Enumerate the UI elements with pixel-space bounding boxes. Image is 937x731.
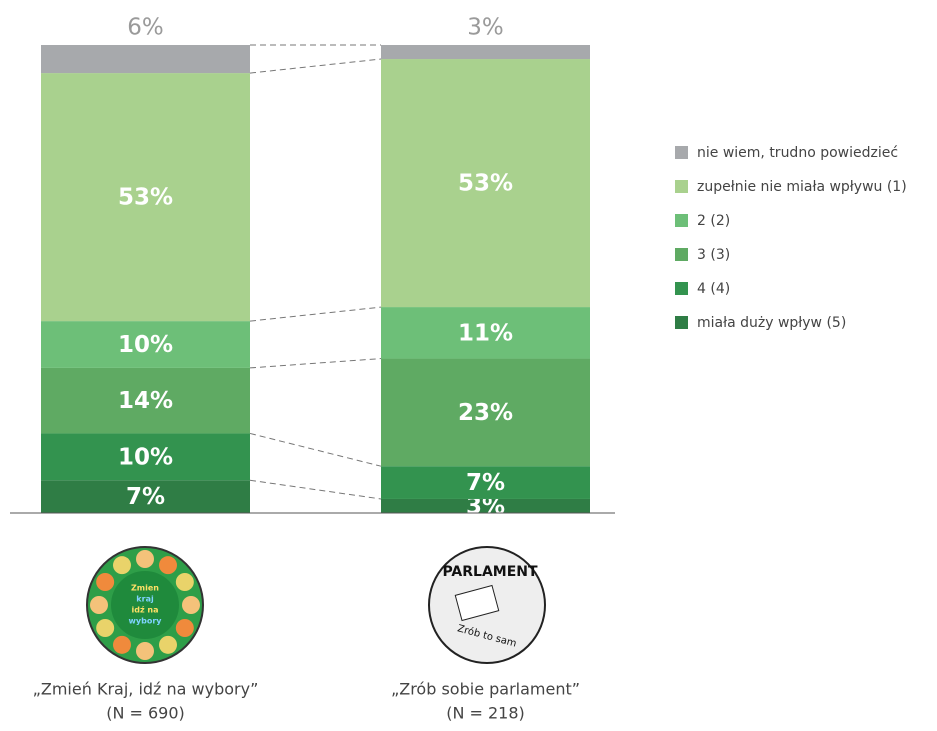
logo-text: PARLAMENT [442, 564, 538, 580]
logo-face [90, 596, 108, 614]
legend-label: miała duży wpływ (5) [697, 315, 846, 331]
category-label: „Zmień Kraj, idź na wybory” [33, 680, 259, 699]
value-label: 7% [466, 470, 505, 496]
legend-swatch [675, 248, 688, 261]
logo-text: wybory [129, 617, 163, 626]
logo-face [136, 550, 154, 568]
logo-face [96, 573, 114, 591]
bar-segment [381, 45, 590, 59]
logo-text: idź na [131, 606, 158, 615]
value-label: 6% [127, 15, 164, 41]
logo-text: kraj [136, 595, 154, 604]
connector [250, 59, 381, 73]
logo-face [182, 596, 200, 614]
legend-label: 4 (4) [697, 281, 730, 297]
value-label: 7% [126, 484, 165, 510]
legend-swatch [675, 214, 688, 227]
value-label: 14% [118, 388, 173, 414]
logo-face [136, 642, 154, 660]
sample-size: (N = 690) [106, 704, 185, 723]
legend-swatch [675, 282, 688, 295]
legend-swatch [675, 146, 688, 159]
logo-face [176, 573, 194, 591]
sample-size: (N = 218) [446, 704, 525, 723]
logo-face [96, 619, 114, 637]
chart: 7%10%14%10%53%6%3%7%23%11%53%3%nie wiem,… [0, 0, 937, 727]
value-label: 11% [458, 320, 513, 346]
legend-label: 3 (3) [697, 247, 730, 263]
value-label: 53% [458, 171, 513, 197]
value-label: 3% [467, 15, 504, 41]
logo-face [159, 636, 177, 654]
connector [250, 307, 381, 321]
legend-label: nie wiem, trudno powiedzieć [697, 145, 898, 161]
connector [250, 433, 381, 466]
logo-face [159, 556, 177, 574]
value-label: 10% [118, 332, 173, 358]
logo-face [113, 556, 131, 574]
value-label: 23% [458, 400, 513, 426]
value-label: 10% [118, 444, 173, 470]
legend-swatch [675, 180, 688, 193]
legend-label: 2 (2) [697, 213, 730, 229]
logo-text: Zmien [131, 584, 159, 593]
bar-segment [41, 45, 250, 73]
legend-swatch [675, 316, 688, 329]
legend-label: zupełnie nie miała wpływu (1) [697, 179, 907, 195]
logo-face [113, 636, 131, 654]
value-label: 53% [118, 185, 173, 211]
logo-face [176, 619, 194, 637]
connector [250, 480, 381, 499]
connector [250, 359, 381, 368]
category-label: „Zrób sobie parlament” [391, 680, 580, 699]
